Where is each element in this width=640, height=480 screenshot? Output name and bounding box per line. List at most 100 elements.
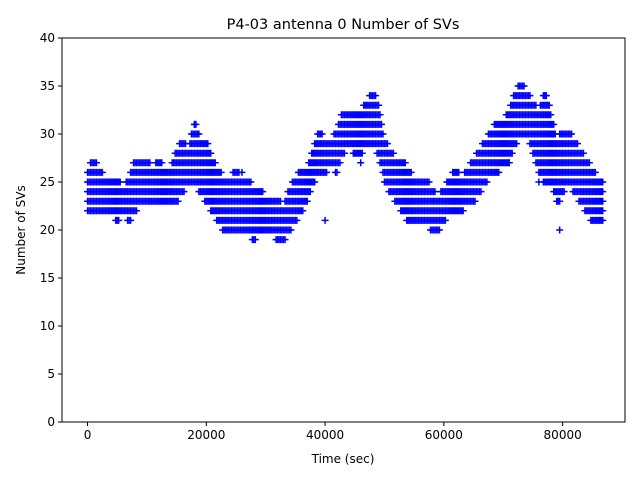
x-tick-label: 20000: [187, 428, 225, 442]
data-point: [378, 120, 386, 128]
data-point: [116, 178, 124, 186]
data-point: [545, 101, 553, 109]
data-point: [383, 140, 391, 148]
x-tick-label: 40000: [306, 428, 344, 442]
data-point: [259, 188, 267, 196]
data-point: [547, 111, 555, 119]
data-point: [407, 168, 415, 176]
data-point: [579, 149, 587, 157]
data-point: [526, 92, 534, 100]
data-point: [98, 168, 106, 176]
data-point: [127, 216, 135, 224]
data-point: [293, 216, 301, 224]
data-point: [303, 197, 311, 205]
x-axis-ticks: 0 20000 40000 60000 80000: [84, 422, 582, 442]
data-point: [311, 178, 319, 186]
x-tick-label: 60000: [425, 428, 463, 442]
data-point: [318, 130, 326, 138]
data-point: [541, 92, 549, 100]
data-point: [599, 216, 607, 224]
data-point: [336, 159, 344, 167]
data-point: [358, 149, 366, 157]
data-point: [573, 140, 581, 148]
data-point: [556, 226, 564, 234]
data-point: [568, 130, 576, 138]
y-axis-ticks: 0 5 10 15 20 25 30 35 40: [40, 31, 62, 429]
data-point: [375, 101, 383, 109]
data-point: [376, 111, 384, 119]
data-point: [556, 197, 564, 205]
y-tick-label: 25: [40, 175, 55, 189]
data-point: [357, 159, 365, 167]
y-tick-label: 20: [40, 223, 55, 237]
data-point: [299, 207, 307, 215]
y-tick-label: 35: [40, 79, 55, 93]
chart-title: P4-03 antenna 0 Number of SVs: [227, 17, 460, 33]
data-point: [204, 140, 212, 148]
data-point: [495, 168, 503, 176]
y-tick-label: 5: [47, 367, 55, 381]
x-tick-label: 0: [84, 428, 92, 442]
y-tick-label: 30: [40, 127, 55, 141]
data-point: [92, 159, 100, 167]
data-point: [211, 159, 219, 167]
data-point: [190, 120, 198, 128]
data-point: [323, 168, 331, 176]
y-tick-label: 40: [40, 31, 55, 45]
data-point: [389, 149, 397, 157]
data-point: [321, 216, 329, 224]
data-point: [599, 197, 607, 205]
data-point: [425, 178, 433, 186]
data-point: [535, 178, 543, 186]
data-point: [158, 159, 166, 167]
data-point: [431, 188, 439, 196]
data-point: [599, 188, 607, 196]
data-point: [401, 159, 409, 167]
data-point: [287, 226, 295, 234]
x-axis-label: Time (sec): [311, 452, 375, 466]
data-point: [505, 159, 513, 167]
data-point: [455, 168, 463, 176]
data-point: [238, 168, 246, 176]
data-point: [560, 188, 568, 196]
data-point: [251, 236, 259, 244]
data-point: [513, 140, 521, 148]
data-point: [483, 178, 491, 186]
data-point: [281, 236, 289, 244]
data-point: [174, 197, 182, 205]
data-point: [477, 188, 485, 196]
data-point: [441, 216, 449, 224]
data-point: [520, 82, 528, 90]
x-tick-label: 80000: [544, 428, 582, 442]
data-point: [306, 188, 314, 196]
data-point: [550, 120, 558, 128]
data-point: [599, 178, 607, 186]
data-point: [379, 130, 387, 138]
y-tick-label: 10: [40, 319, 55, 333]
y-tick-label: 0: [47, 415, 55, 429]
data-point: [591, 168, 599, 176]
plot-area-frame: [61, 37, 626, 423]
data-point: [435, 226, 443, 234]
data-point: [115, 216, 123, 224]
data-point: [195, 130, 203, 138]
data-point: [247, 178, 255, 186]
data-point: [133, 207, 141, 215]
data-point: [340, 149, 348, 157]
data-point: [508, 149, 516, 157]
data-point: [372, 92, 380, 100]
data-point: [146, 159, 154, 167]
data-point: [180, 188, 188, 196]
data-point: [459, 207, 467, 215]
data-point: [471, 197, 479, 205]
data-point: [217, 168, 225, 176]
data-point: [333, 168, 341, 176]
data-point: [207, 149, 215, 157]
data-point: [599, 207, 607, 215]
y-axis-label: Number of SVs: [14, 185, 28, 274]
y-tick-label: 15: [40, 271, 55, 285]
data-points: [84, 82, 607, 244]
data-point: [585, 159, 593, 167]
